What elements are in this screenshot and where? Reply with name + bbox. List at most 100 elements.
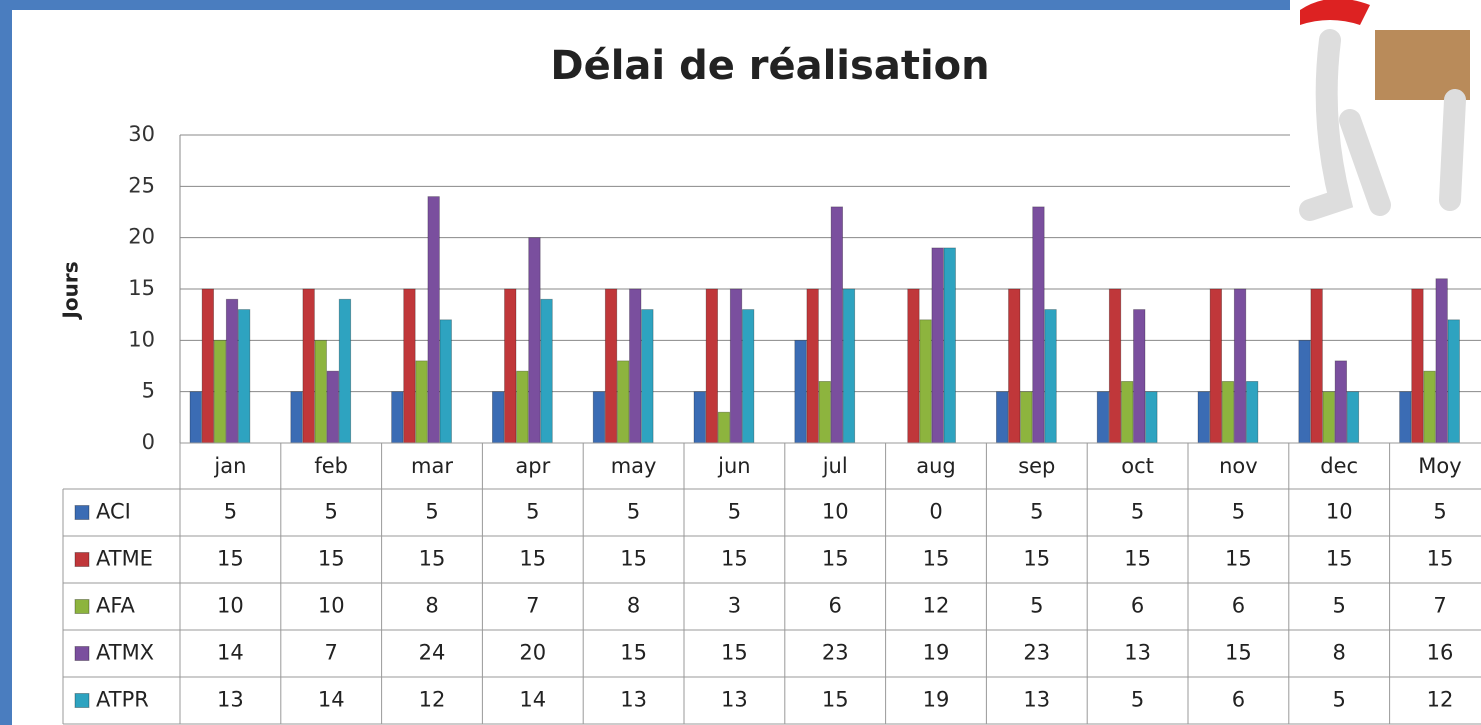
table-cell: 5 [1131,688,1144,712]
table-cell: 6 [1131,594,1144,618]
table-cell: 15 [822,688,849,712]
bar [1222,381,1234,443]
table-cell: 5 [627,500,640,524]
table-cell: 14 [318,688,345,712]
bar [1021,392,1033,443]
bar [303,289,315,443]
table-cell: 15 [217,547,244,571]
table-cell: 5 [1131,500,1144,524]
table-cell: 15 [721,547,748,571]
bar [1299,340,1311,443]
page: Délai de réalisation Jours 051015202530j… [0,0,1481,725]
table-cell: 12 [419,688,446,712]
bar [440,320,452,443]
table-cell: 13 [1124,641,1151,665]
y-tick-label: 20 [128,225,155,249]
bar [1246,381,1258,443]
table-cell: 19 [923,641,950,665]
x-tick-label: Moy [1418,454,1461,478]
table-cell: 13 [217,688,244,712]
bar [315,340,327,443]
bar [392,392,404,443]
table-cell: 6 [829,594,842,618]
bar [920,320,932,443]
table-cell: 12 [923,594,950,618]
bar [291,392,303,443]
bar [706,289,718,443]
bar [541,299,553,443]
table-cell: 12 [1427,688,1454,712]
table-cell: 20 [519,641,546,665]
x-tick-label: sep [1018,454,1055,478]
table-cell: 8 [627,594,640,618]
legend-key [75,506,89,520]
table-cell: 8 [1333,641,1346,665]
bar [517,371,529,443]
table-cell: 10 [217,594,244,618]
y-tick-label: 0 [142,430,155,454]
table-cell: 15 [318,547,345,571]
table-cell: 7 [325,641,338,665]
bar [593,392,605,443]
bar [1146,392,1158,443]
bar [1198,392,1210,443]
bar [214,340,226,443]
bar [505,289,517,443]
y-tick-label: 15 [128,276,155,300]
y-tick-label: 5 [142,379,155,403]
bar [1121,381,1133,443]
table-cell: 5 [728,500,741,524]
table-cell: 5 [1433,500,1446,524]
table-cell: 15 [1124,547,1151,571]
legend-key [75,647,89,661]
bar [742,310,754,443]
bar [327,371,339,443]
bar [1448,320,1460,443]
table-cell: 23 [822,641,849,665]
chart: Délai de réalisation Jours 051015202530j… [0,0,1481,725]
legend-key [75,553,89,567]
table-cell: 24 [419,641,446,665]
table-cell: 15 [923,547,950,571]
table-cell: 15 [1023,547,1050,571]
x-tick-label: nov [1219,454,1258,478]
bar [807,289,819,443]
table-cell: 8 [425,594,438,618]
table-cell: 15 [519,547,546,571]
table-cell: 14 [519,688,546,712]
table-cell: 15 [1427,547,1454,571]
table-cell: 7 [1433,594,1446,618]
x-tick-label: feb [314,454,348,478]
bar [1412,289,1424,443]
bar [190,392,202,443]
bar [1400,392,1412,443]
table-cell: 0 [929,500,942,524]
x-tick-label: may [611,454,657,478]
legend-key [75,600,89,614]
bar [1311,289,1323,443]
bar [428,197,440,443]
table-cell: 5 [325,500,338,524]
table-cell: 13 [1023,688,1050,712]
table-cell: 5 [1333,594,1346,618]
table-cell: 15 [419,547,446,571]
bar [908,289,920,443]
table-cell: 5 [1333,688,1346,712]
table-cell: 13 [721,688,748,712]
bar [819,381,831,443]
x-tick-label: apr [515,454,550,478]
table-cell: 5 [425,500,438,524]
bar [492,392,504,443]
x-tick-label: oct [1121,454,1154,478]
bar [996,392,1008,443]
bar [1097,392,1109,443]
bar [642,310,654,443]
bar [1109,289,1121,443]
table-cell: 7 [526,594,539,618]
table-cell: 5 [1030,594,1043,618]
y-tick-label: 25 [128,173,155,197]
table-cell: 5 [1232,500,1245,524]
figure-2 [1450,100,1455,200]
bar [1323,392,1335,443]
bar [404,289,416,443]
